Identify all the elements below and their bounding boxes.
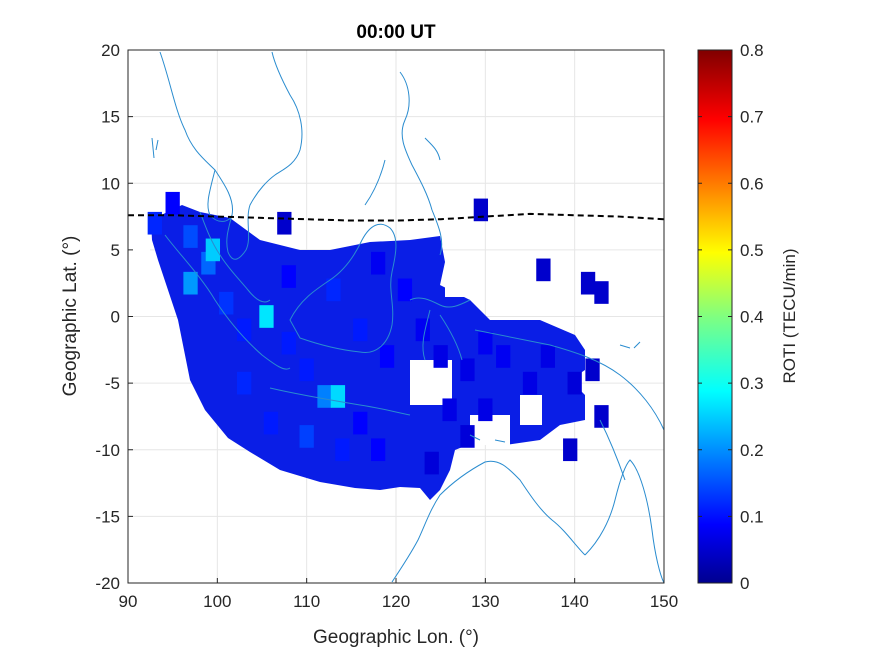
roti-cell-40 <box>580 271 596 295</box>
colorbar-tick-label-5: 0.5 <box>740 241 764 260</box>
roti-cell-28 <box>478 331 493 355</box>
coast-indochina <box>159 51 303 260</box>
roti-cell-17 <box>299 425 314 448</box>
coastlines <box>151 51 664 583</box>
gap-5 <box>128 220 150 260</box>
y-tick-label-7: -15 <box>95 507 120 526</box>
y-tick-label-8: -20 <box>95 574 120 593</box>
colorbar-tick-label-2: 0.2 <box>740 441 764 460</box>
y-tick-label-0: 20 <box>101 41 120 60</box>
roti-cell-39 <box>536 258 551 282</box>
roti-cell-22 <box>379 345 395 368</box>
coast-borneo <box>289 223 397 354</box>
colorbar-label: ROTI (TECU/min) <box>780 248 799 383</box>
x-tick-label-1: 100 <box>203 592 231 611</box>
y-tick-label-4: 0 <box>111 308 120 327</box>
roti-cell-36 <box>460 425 475 448</box>
x-tick-label-3: 120 <box>382 592 410 611</box>
roti-cell-21 <box>353 318 368 342</box>
roti-cell-16 <box>263 411 279 435</box>
roti-cell-2 <box>183 225 198 248</box>
roti-cell-44 <box>563 438 578 462</box>
y-tick-label-2: 10 <box>101 174 120 193</box>
colorbar-ticks: 0 0.1 0.2 0.3 0.4 0.5 0.6 0.7 0.8 <box>698 41 764 593</box>
y-tick-label-5: -5 <box>105 374 120 393</box>
roti-cell-37 <box>277 211 292 235</box>
roti-cell-15 <box>236 371 252 395</box>
roti-cell-19 <box>281 265 296 288</box>
roti-cell-7 <box>236 318 252 342</box>
roti-cell-24 <box>370 251 386 275</box>
roti-cell-26 <box>433 345 448 368</box>
y-tick-label-3: 5 <box>111 241 120 260</box>
coast-australia <box>391 459 664 583</box>
roti-cell-1 <box>165 191 180 215</box>
coast-philippines <box>364 71 443 256</box>
roti-cell-12 <box>330 385 346 408</box>
roti-cell-4 <box>205 238 221 262</box>
roti-cell-30 <box>522 371 538 395</box>
roti-cell-6 <box>219 291 234 315</box>
roti-cell-34 <box>478 398 493 422</box>
roti-cell-35 <box>424 451 439 475</box>
x-tick-label-2: 110 <box>293 592 320 611</box>
roti-cell-13 <box>353 411 368 435</box>
gap-4 <box>520 395 542 425</box>
x-tick-label-0: 90 <box>119 592 138 611</box>
chart-title: 00:00 UT <box>356 22 436 43</box>
roti-cell-43 <box>594 405 609 428</box>
coast-malay-peninsula <box>199 211 271 303</box>
x-axis-ticks: 90 100 110 120 130 140 150 <box>119 578 678 611</box>
roti-cell-9 <box>281 331 296 355</box>
coast-sumatra <box>164 234 291 370</box>
roti-cell-29 <box>496 345 511 368</box>
y-tick-label-6: -10 <box>95 441 120 460</box>
roti-cell-27 <box>460 358 475 382</box>
x-tick-label-5: 140 <box>560 592 588 611</box>
colorbar-tick-label-7: 0.7 <box>740 108 764 127</box>
y-tick-label-1: 15 <box>101 108 120 127</box>
roti-cell-41 <box>594 281 609 304</box>
colorbar <box>697 49 733 584</box>
x-tick-label-4: 130 <box>471 592 499 611</box>
roti-cell-0 <box>147 211 162 235</box>
colorbar-tick-label-4: 0.4 <box>740 308 764 327</box>
roti-cell-31 <box>540 345 556 368</box>
colorbar-tick-label-3: 0.3 <box>740 374 764 393</box>
gap-3 <box>445 262 475 297</box>
colorbar-tick-label-0: 0 <box>740 574 749 593</box>
coast-islands <box>151 137 641 443</box>
roti-cell-10 <box>299 358 314 382</box>
roti-cell-32 <box>567 371 582 395</box>
colorbar-tick-label-1: 0.1 <box>740 507 764 526</box>
colorbar-tick-label-6: 0.6 <box>740 174 764 193</box>
colorbar-tick-label-8: 0.8 <box>740 41 764 60</box>
roti-cell-8 <box>259 305 274 328</box>
roti-cell-14 <box>370 438 386 462</box>
x-tick-label-6: 150 <box>650 592 678 611</box>
roti-cell-5 <box>183 271 198 295</box>
roti-cell-20 <box>326 278 341 302</box>
roti-cell-18 <box>335 438 350 462</box>
roti-cell-38 <box>473 198 489 222</box>
x-axis-label: Geographic Lon. (°) <box>313 627 479 648</box>
roti-cell-25 <box>415 318 430 342</box>
roti-cell-42 <box>585 358 600 382</box>
roti-cell-33 <box>442 398 457 422</box>
coast-sulawesi <box>409 297 471 361</box>
coast-java <box>269 387 411 416</box>
y-axis-ticks: 20 15 10 5 0 -5 -10 -15 -20 <box>95 41 133 593</box>
y-axis-label: Geographic Lat. (°) <box>60 236 81 397</box>
roti-cell-11 <box>317 385 332 408</box>
roti-cell-23 <box>397 278 413 302</box>
coast-gulf-thailand <box>207 169 233 222</box>
